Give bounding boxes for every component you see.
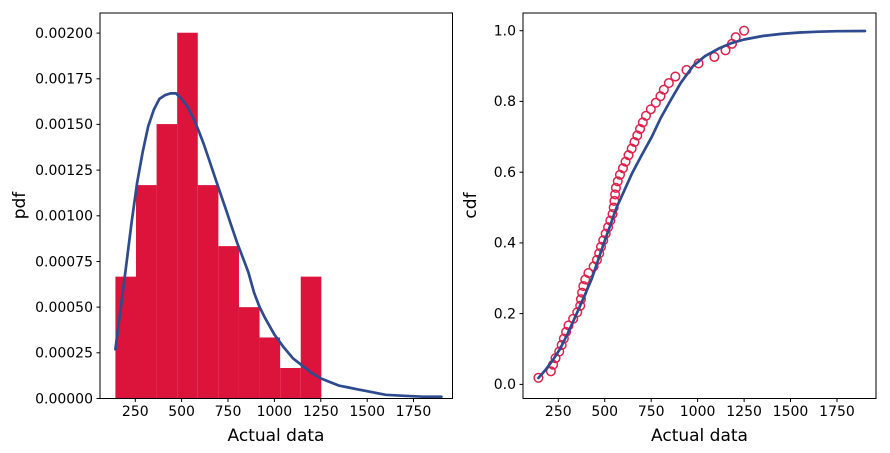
y-tick-label: 0.00025 (35, 346, 93, 362)
ecdf-point (645, 104, 656, 115)
cdf-xlabel: Actual data (651, 426, 748, 446)
chart-panels: 250 500 750 1000 1250 1500 1750 0.00000 0.00025 0… (35, 12, 877, 420)
x-tick-label: 500 (591, 404, 618, 420)
ecdf-point (554, 346, 565, 357)
ecdf-point (663, 78, 674, 89)
ecdf-point (629, 136, 640, 148)
x-tick-label: 250 (122, 404, 149, 420)
y-tick-label: 0.2 (494, 306, 516, 322)
x-tick-label: 500 (168, 404, 195, 420)
cdf-fit-curve (537, 29, 867, 380)
histogram-bar (197, 185, 219, 399)
y-tick-label: 0.00175 (35, 72, 93, 88)
y-tick-label: 0.00050 (35, 300, 93, 316)
y-tick-label: 0.00000 (35, 391, 93, 407)
pdf-panel: 250 500 750 1000 1250 1500 1750 0.00000 0.00025 0… (35, 12, 453, 420)
pdf-fit-curve (114, 92, 443, 399)
ecdf-point (556, 340, 567, 351)
y-tick-label: 0.8 (494, 94, 516, 110)
y-tick-label: 0.00125 (35, 163, 93, 179)
y-tick-label: 0.6 (494, 165, 516, 181)
ecdf-point (626, 143, 637, 154)
x-tick-label: 1000 (257, 404, 293, 420)
x-tick-label: 250 (545, 404, 572, 420)
ecdf-point (640, 110, 652, 121)
ecdf-point (617, 163, 629, 174)
axes-frame (522, 12, 877, 399)
ecdf-point (658, 84, 669, 95)
x-tick-label: 1000 (680, 404, 716, 420)
y-tick-label: 0.00150 (35, 117, 93, 133)
ecdf-point (635, 123, 646, 134)
pdf-ylabel: pdf (10, 191, 30, 220)
x-tick-label: 1500 (349, 404, 385, 420)
histogram-bar (280, 367, 301, 399)
ecdf-point (610, 189, 621, 200)
x-tick-label: 1250 (303, 404, 339, 420)
y-tick-label: 0.00075 (35, 254, 93, 270)
x-tick-label: 750 (638, 404, 665, 420)
ecdf-point (612, 176, 623, 187)
ecdf-point (739, 25, 750, 36)
y-tick-label: 0.0 (494, 377, 516, 393)
histogram-bar (218, 246, 239, 399)
histogram-bar (115, 276, 136, 399)
ecdf-point (575, 300, 586, 311)
pdf-xlabel: Actual data (228, 426, 325, 446)
axes-frame (99, 12, 453, 399)
ecdf-point (632, 130, 643, 141)
x-tick-label: 1250 (726, 404, 762, 420)
histogram-bar (156, 124, 178, 399)
ecdf-point (650, 97, 661, 108)
histogram-bar (238, 307, 260, 399)
cdf-panel: 250 500 750 1000 1250 1500 1750 0.0 0.2 0.4 0.6 0.8… (494, 12, 877, 420)
ecdf-point (614, 169, 626, 180)
x-tick-label: 1500 (773, 404, 809, 420)
y-tick-label: 0.00100 (35, 209, 93, 225)
ecdf-point (670, 71, 681, 82)
x-tick-label: 750 (215, 404, 242, 420)
histogram-bar (177, 32, 198, 399)
ecdf-point (709, 51, 720, 62)
ecdf-point (610, 182, 621, 193)
histogram-bar (259, 337, 281, 399)
x-tick-label: 1750 (819, 404, 855, 420)
y-tick-label: 1.0 (494, 24, 516, 40)
ecdf-point (620, 156, 631, 167)
x-tick-label: 1750 (396, 404, 432, 420)
ecdf-point (545, 366, 556, 377)
y-tick-label: 0.4 (494, 236, 516, 252)
histogram-bar (300, 276, 322, 399)
cdf-ylabel: cdf (461, 191, 481, 218)
ecdf-point (572, 307, 583, 318)
histogram-bar (135, 185, 157, 399)
ecdf-point (533, 372, 544, 383)
y-tick-label: 0.00200 (35, 26, 93, 42)
